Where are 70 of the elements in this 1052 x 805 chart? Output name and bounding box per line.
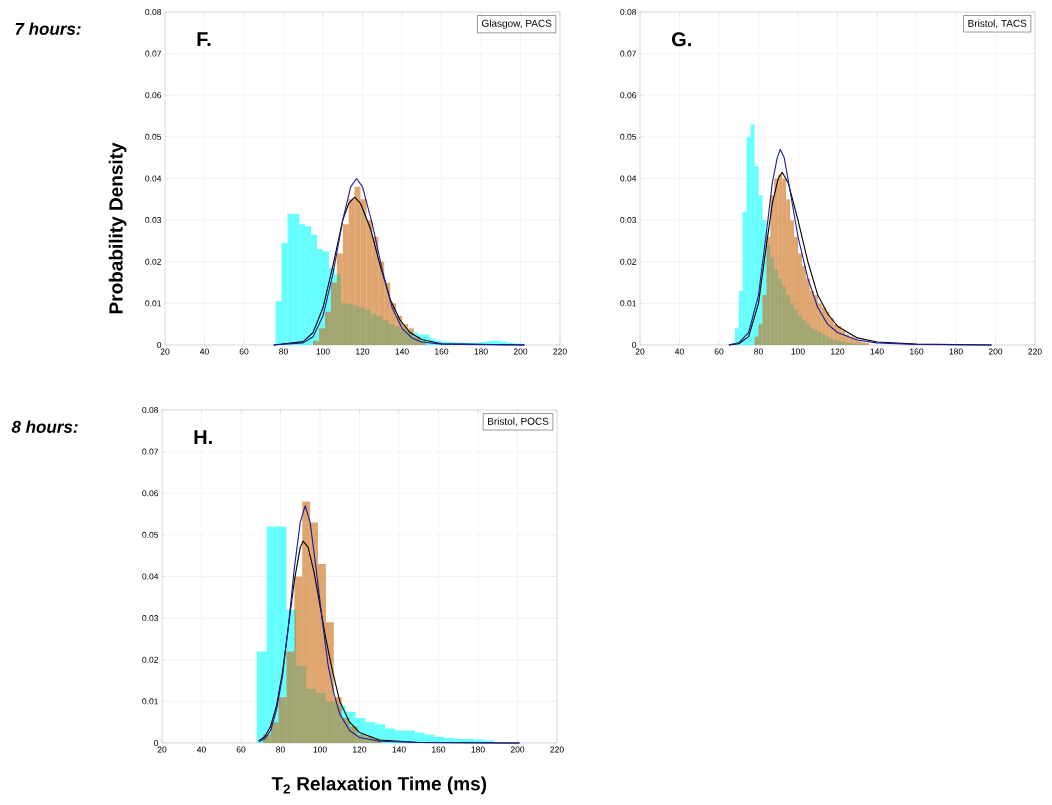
x-tick-label: 60 [714,348,724,355]
chart-title: 7 hours: [15,22,81,35]
x-tick-label: 140 [392,746,406,753]
y-tick-label: 0.05 [620,133,637,140]
y-tick-label: 0.07 [145,50,162,57]
x-tick-label: 140 [395,348,409,355]
x-tick-label: 20 [635,348,645,355]
x-tick-label: 60 [239,348,249,355]
x-tick-label: 40 [196,746,206,753]
y-tick-label: 0 [154,739,159,746]
x-tick-label: 160 [910,348,924,355]
x-tick-label: 60 [236,746,246,753]
y-tick-label: 0.06 [145,92,162,99]
y-axis-title: Probability Density [108,142,127,314]
x-tick-label: 100 [313,746,327,753]
y-tick-label: 0.08 [620,8,637,15]
x-tick-label: 200 [510,746,525,753]
y-tick-label: 0 [632,341,637,348]
x-tick-label: 220 [553,348,567,355]
x-tick-label: 160 [432,746,446,753]
annotation: Bristol, TACS [968,19,1027,29]
y-tick-label: 0.03 [145,217,162,224]
x-tick-label: 180 [471,746,485,753]
x-tick-label: 40 [199,348,209,355]
y-tick-label: 0.04 [145,175,162,182]
y-tick-label: 0.08 [145,8,162,15]
y-tick-label: 0.01 [142,698,159,705]
x-axis-title: T$_{2}$ Relaxation Time (ms) [271,776,487,795]
x-tick-label: 40 [674,348,684,355]
x-tick-label: 160 [435,348,449,355]
x-tick-label: 200 [988,348,1003,355]
y-tick-label: 0.05 [145,133,162,140]
x-tick-label: 200 [513,348,528,355]
y-tick-label: 0.07 [142,448,159,455]
y-tick-label: 0.06 [142,490,159,497]
y-tick-label: 0.02 [620,258,637,265]
y-tick-label: 0.01 [145,300,162,307]
x-tick-label: 180 [949,348,963,355]
x-tick-label: 120 [831,348,845,355]
annotation: Bristol, POCS [487,417,549,427]
y-tick-label: 0.04 [142,573,159,580]
y-tick-label: 0.07 [620,50,637,57]
annotation: Glasgow, PACS [481,19,552,29]
x-tick-label: 80 [279,348,288,355]
x-tick-label: 220 [550,746,564,753]
annotation: F. [197,32,211,46]
y-tick-label: 0.08 [142,406,159,413]
y-tick-label: 0.01 [620,300,637,307]
y-tick-label: 0.03 [620,217,637,224]
chart-title: 8 hours: [11,420,78,433]
y-tick-label: 0 [157,341,162,348]
x-tick-label: 100 [791,348,805,355]
x-tick-label: 120 [356,348,370,355]
annotation: G. [672,32,691,47]
annotation: H. [194,430,212,444]
x-tick-label: 100 [316,348,330,355]
y-tick-label: 0.02 [145,258,162,265]
x-tick-label: 80 [754,348,763,355]
y-tick-label: 0.02 [142,656,159,663]
y-tick-label: 0.06 [620,92,637,99]
x-tick-label: 120 [353,746,367,753]
y-tick-label: 0.03 [142,615,159,622]
x-tick-label: 140 [870,348,884,355]
x-tick-label: 220 [1028,348,1042,355]
y-tick-label: 0.05 [142,531,159,538]
x-tick-label: 20 [160,348,170,355]
x-tick-label: 80 [276,746,285,753]
x-tick-label: 20 [157,746,167,753]
y-tick-label: 0.04 [620,175,637,182]
x-tick-label: 180 [474,348,488,355]
